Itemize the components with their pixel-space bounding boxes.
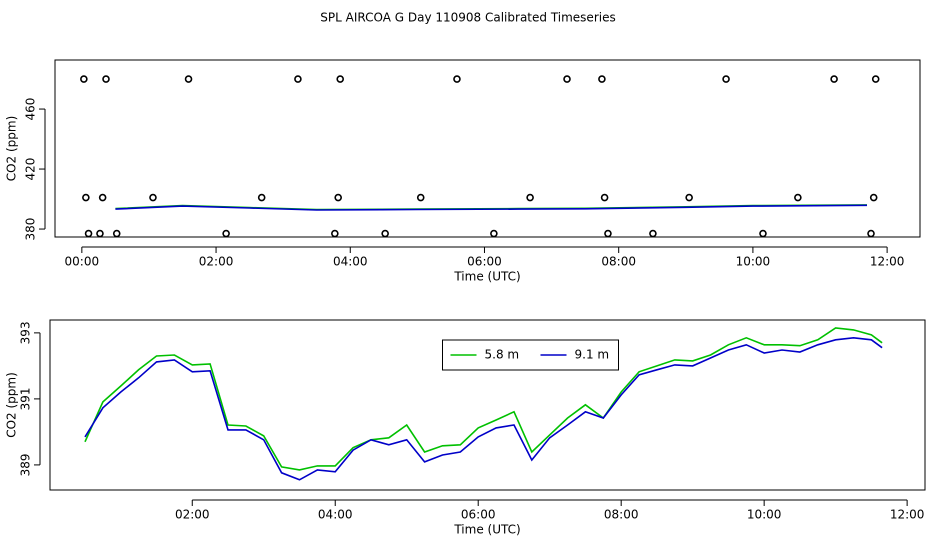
series-line — [84, 336, 883, 481]
x-tick-label: 12:00 — [890, 508, 925, 522]
x-axis-label: Time (UTC) — [453, 523, 520, 537]
data-point — [294, 75, 302, 83]
data-point — [222, 229, 230, 238]
y-tick-label: 420 — [24, 158, 38, 181]
data-point — [759, 229, 767, 238]
x-tick-label: 06:00 — [461, 508, 496, 522]
legend-label: 5.8 m — [485, 348, 520, 362]
plot-box — [49, 319, 926, 491]
data-point — [722, 75, 730, 83]
x-tick-label: 08:00 — [601, 255, 636, 269]
data-point — [416, 193, 425, 202]
x-tick-label: 02:00 — [175, 508, 210, 522]
chart-title: SPL AIRCOA G Day 110908 Calibrated Times… — [320, 11, 615, 25]
series-line — [84, 327, 883, 471]
y-axis-label: CO2 (ppm) — [5, 116, 19, 182]
data-point — [794, 193, 802, 202]
data-point — [869, 193, 878, 202]
data-point — [598, 75, 606, 83]
y-axis-label: CO2 (ppm) — [5, 372, 19, 438]
data-point — [381, 229, 389, 238]
data-point — [82, 193, 90, 202]
data-point — [84, 229, 93, 238]
y-tick-label: 389 — [19, 453, 33, 476]
y-tick-label: 393 — [19, 321, 33, 344]
data-point — [490, 229, 498, 238]
x-tick-label: 02:00 — [199, 255, 234, 269]
x-tick-label: 06:00 — [467, 255, 502, 269]
x-tick-label: 10:00 — [747, 508, 782, 522]
y-tick-label: 391 — [19, 387, 33, 410]
data-point — [526, 193, 534, 202]
series-line — [115, 204, 868, 211]
data-point — [685, 193, 693, 202]
data-point — [331, 229, 339, 238]
x-tick-label: 00:00 — [65, 255, 100, 269]
plot-box — [54, 59, 921, 238]
y-tick-label: 460 — [24, 98, 38, 121]
data-point — [649, 229, 657, 238]
data-point — [867, 229, 875, 238]
data-point — [600, 193, 609, 202]
data-point — [334, 193, 342, 202]
data-point — [112, 229, 121, 238]
data-point — [563, 75, 571, 83]
y-tick-label: 380 — [24, 218, 38, 241]
data-point — [453, 75, 461, 83]
data-point — [257, 193, 266, 202]
x-tick-label: 08:00 — [604, 508, 639, 522]
x-axis-label: Time (UTC) — [453, 270, 520, 284]
x-tick-label: 04:00 — [318, 508, 353, 522]
data-point — [80, 75, 88, 83]
data-point — [830, 75, 838, 83]
legend-label: 9.1 m — [575, 348, 610, 362]
x-tick-label: 12:00 — [870, 255, 905, 269]
data-point — [871, 75, 880, 83]
data-point — [102, 75, 110, 83]
data-point — [336, 75, 345, 83]
data-point — [604, 229, 612, 238]
data-point — [149, 193, 157, 202]
x-tick-label: 04:00 — [333, 255, 368, 269]
data-point — [184, 75, 193, 83]
x-tick-label: 10:00 — [736, 255, 771, 269]
data-point — [96, 229, 104, 238]
data-point — [98, 193, 107, 202]
